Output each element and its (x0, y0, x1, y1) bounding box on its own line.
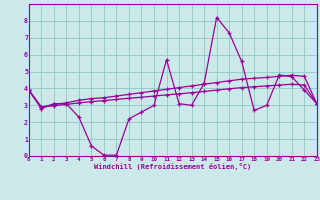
X-axis label: Windchill (Refroidissement éolien,°C): Windchill (Refroidissement éolien,°C) (94, 163, 252, 170)
